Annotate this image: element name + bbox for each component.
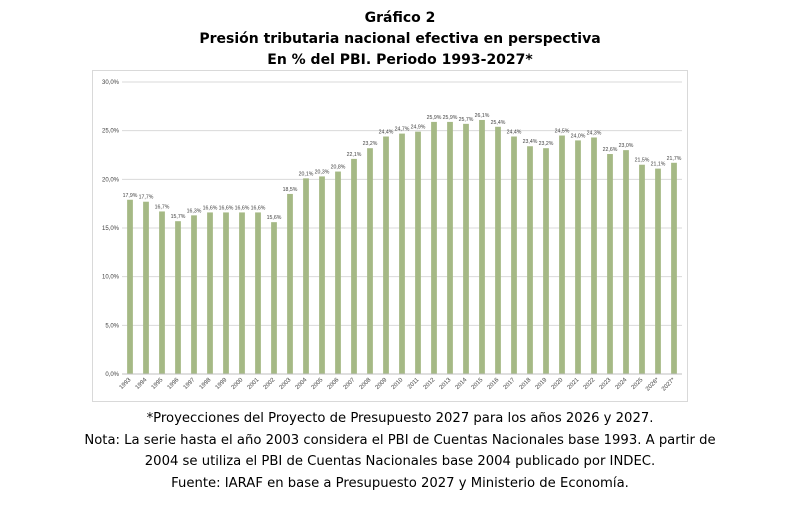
y-tick-label: 15,0%	[102, 226, 120, 232]
data-label: 16,3%	[187, 208, 202, 214]
data-label: 23,2%	[363, 141, 378, 147]
chart-number-title: Gráfico 2	[364, 10, 436, 26]
y-tick-label: 0,0%	[105, 372, 119, 378]
bar	[623, 150, 629, 374]
data-label: 20,1%	[299, 171, 314, 177]
data-label: 24,3%	[587, 130, 602, 136]
data-label: 22,1%	[347, 152, 362, 158]
data-label: 21,7%	[667, 156, 682, 162]
bar	[287, 193, 293, 374]
bar	[415, 131, 421, 374]
data-label: 25,9%	[427, 115, 442, 121]
series-note-1: Nota: La serie hasta el año 2003 conside…	[84, 432, 716, 448]
bar	[159, 211, 165, 374]
bar	[335, 171, 341, 374]
data-label: 16,6%	[235, 205, 250, 211]
data-label: 16,7%	[155, 204, 170, 210]
bar	[303, 178, 309, 374]
bar	[575, 140, 581, 374]
bar	[255, 212, 261, 374]
bar	[367, 148, 373, 374]
bar	[559, 135, 565, 374]
data-label: 26,1%	[475, 113, 490, 119]
data-label: 25,7%	[459, 117, 474, 123]
bar	[655, 168, 661, 374]
data-label: 21,5%	[635, 158, 650, 164]
series-note-2: 2004 se utiliza el PBI de Cuentas Nacion…	[144, 454, 656, 469]
bar	[431, 121, 437, 374]
data-label: 23,0%	[619, 143, 634, 149]
source-note: Fuente: IARAF en base a Presupuesto 2027…	[171, 475, 629, 491]
data-label: 24,4%	[507, 130, 522, 136]
bar	[223, 212, 229, 374]
bar	[511, 136, 517, 374]
data-label: 21,1%	[651, 162, 666, 168]
chart-title: Presión tributaria nacional efectiva en …	[199, 31, 601, 47]
data-label: 23,4%	[523, 139, 538, 145]
data-label: 15,6%	[267, 215, 282, 221]
bar	[351, 158, 357, 374]
y-tick-label: 30,0%	[102, 80, 120, 86]
bar	[527, 146, 533, 374]
data-label: 20,8%	[331, 165, 346, 171]
chart-subtitle: En % del PBI. Periodo 1993-2027*	[267, 52, 533, 68]
data-label: 25,4%	[491, 120, 506, 126]
bar	[543, 148, 549, 374]
bar	[447, 121, 453, 374]
bar-chart: 0,0%5,0%10,0%15,0%20,0%25,0%30,0%17,9%19…	[92, 70, 688, 402]
bar	[207, 212, 213, 374]
bar	[319, 176, 325, 374]
bar	[671, 162, 677, 374]
bar	[591, 137, 597, 374]
bar	[143, 201, 149, 374]
bar	[495, 126, 501, 374]
data-label: 15,7%	[171, 214, 186, 220]
bar	[175, 221, 181, 374]
data-label: 25,9%	[443, 115, 458, 121]
data-label: 20,3%	[315, 169, 330, 175]
data-label: 16,6%	[219, 205, 234, 211]
bar	[463, 123, 469, 374]
y-tick-label: 10,0%	[102, 275, 120, 281]
chart-notes: *Proyecciones del Proyecto de Presupuest…	[0, 408, 800, 494]
data-label: 23,2%	[539, 141, 554, 147]
data-label: 18,5%	[283, 187, 298, 193]
data-label: 22,6%	[603, 147, 618, 153]
data-label: 16,6%	[251, 205, 266, 211]
projection-note: *Proyecciones del Proyecto de Presupuest…	[146, 411, 654, 426]
bar	[479, 119, 485, 375]
y-tick-label: 25,0%	[102, 129, 120, 135]
bar	[639, 164, 645, 374]
data-label: 24,7%	[395, 127, 410, 133]
data-label: 17,9%	[123, 193, 138, 199]
data-label: 24,5%	[555, 129, 570, 135]
chart-frame	[92, 70, 688, 402]
bar	[127, 199, 133, 374]
data-label: 17,7%	[139, 195, 154, 201]
data-label: 24,9%	[411, 125, 426, 131]
chart-title-block: Gráfico 2 Presión tributaria nacional ef…	[0, 8, 800, 71]
bar	[607, 154, 613, 374]
bar	[399, 133, 405, 374]
bar	[191, 215, 197, 374]
y-tick-label: 20,0%	[102, 177, 120, 183]
data-label: 16,6%	[203, 205, 218, 211]
bar	[383, 136, 389, 374]
bar	[239, 212, 245, 374]
data-label: 24,4%	[379, 130, 394, 136]
bar	[271, 222, 277, 374]
y-tick-label: 5,0%	[105, 323, 119, 329]
data-label: 24,0%	[571, 133, 586, 139]
